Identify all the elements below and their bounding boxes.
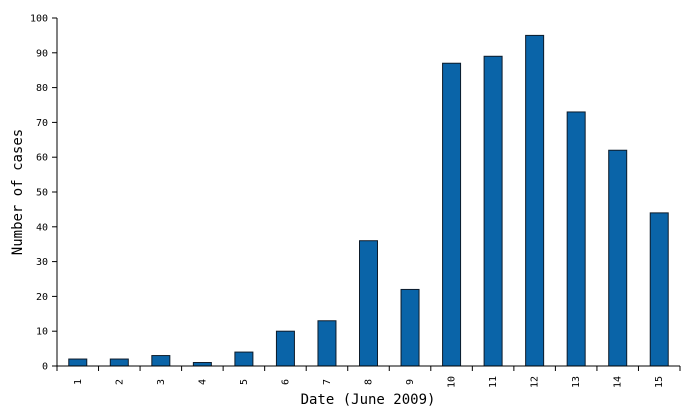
bar-11 bbox=[483, 55, 503, 367]
y-tick-label: 0 bbox=[42, 362, 48, 373]
axes bbox=[56, 18, 680, 367]
bar-4 bbox=[192, 362, 212, 367]
x-tick-label: 1 bbox=[73, 379, 84, 385]
x-tick-label: 6 bbox=[280, 379, 291, 385]
x-tick-label: 4 bbox=[197, 379, 208, 385]
y-tick-label: 100 bbox=[30, 14, 48, 25]
x-axis-title: Date (June 2009) bbox=[301, 392, 436, 408]
y-axis-title: Number of cases bbox=[10, 129, 26, 255]
x-tick-label: 12 bbox=[530, 376, 541, 388]
bar-9 bbox=[400, 288, 420, 367]
bar-12 bbox=[525, 34, 545, 367]
bar-10 bbox=[442, 62, 462, 367]
bar-2 bbox=[109, 358, 129, 367]
x-tick-label: 10 bbox=[447, 376, 458, 388]
x-tick-label: 13 bbox=[571, 376, 582, 388]
x-tick-label: 5 bbox=[239, 379, 250, 385]
y-tick-label: 90 bbox=[36, 48, 48, 59]
x-axis-ticks: 1 2 3 4 5 6 7 8 9 10 11 12 13 14 15 bbox=[56, 366, 681, 388]
y-tick-label: 60 bbox=[36, 153, 48, 164]
y-tick-label: 40 bbox=[36, 222, 48, 233]
y-tick-label: 80 bbox=[36, 83, 48, 94]
bar-8 bbox=[359, 240, 378, 367]
x-tick-label: 14 bbox=[613, 376, 624, 388]
y-tick-label: 70 bbox=[36, 118, 48, 129]
x-tick-label: 7 bbox=[322, 379, 333, 385]
bar-5 bbox=[234, 351, 254, 367]
x-tick-label: 15 bbox=[654, 376, 665, 388]
bar-13 bbox=[566, 111, 586, 367]
bar-6 bbox=[275, 330, 295, 367]
bar-14 bbox=[608, 149, 628, 367]
bar-7 bbox=[317, 320, 337, 367]
x-tick-label: 8 bbox=[364, 379, 375, 385]
x-tick-label: 9 bbox=[405, 379, 416, 385]
x-tick-label: 2 bbox=[114, 379, 125, 385]
bar-15 bbox=[649, 212, 669, 367]
y-tick-label: 30 bbox=[36, 257, 48, 268]
y-tick-label: 50 bbox=[36, 188, 48, 199]
x-tick-label: 11 bbox=[488, 376, 499, 388]
x-tick-label: 3 bbox=[156, 379, 167, 385]
y-tick-label: 10 bbox=[36, 327, 48, 338]
y-axis-ticks: 0 10 20 30 40 50 60 70 80 90 100 bbox=[30, 14, 57, 373]
bars bbox=[68, 34, 669, 367]
bar-1 bbox=[68, 358, 88, 367]
y-tick-label: 20 bbox=[36, 292, 48, 303]
bar-3 bbox=[151, 355, 171, 367]
